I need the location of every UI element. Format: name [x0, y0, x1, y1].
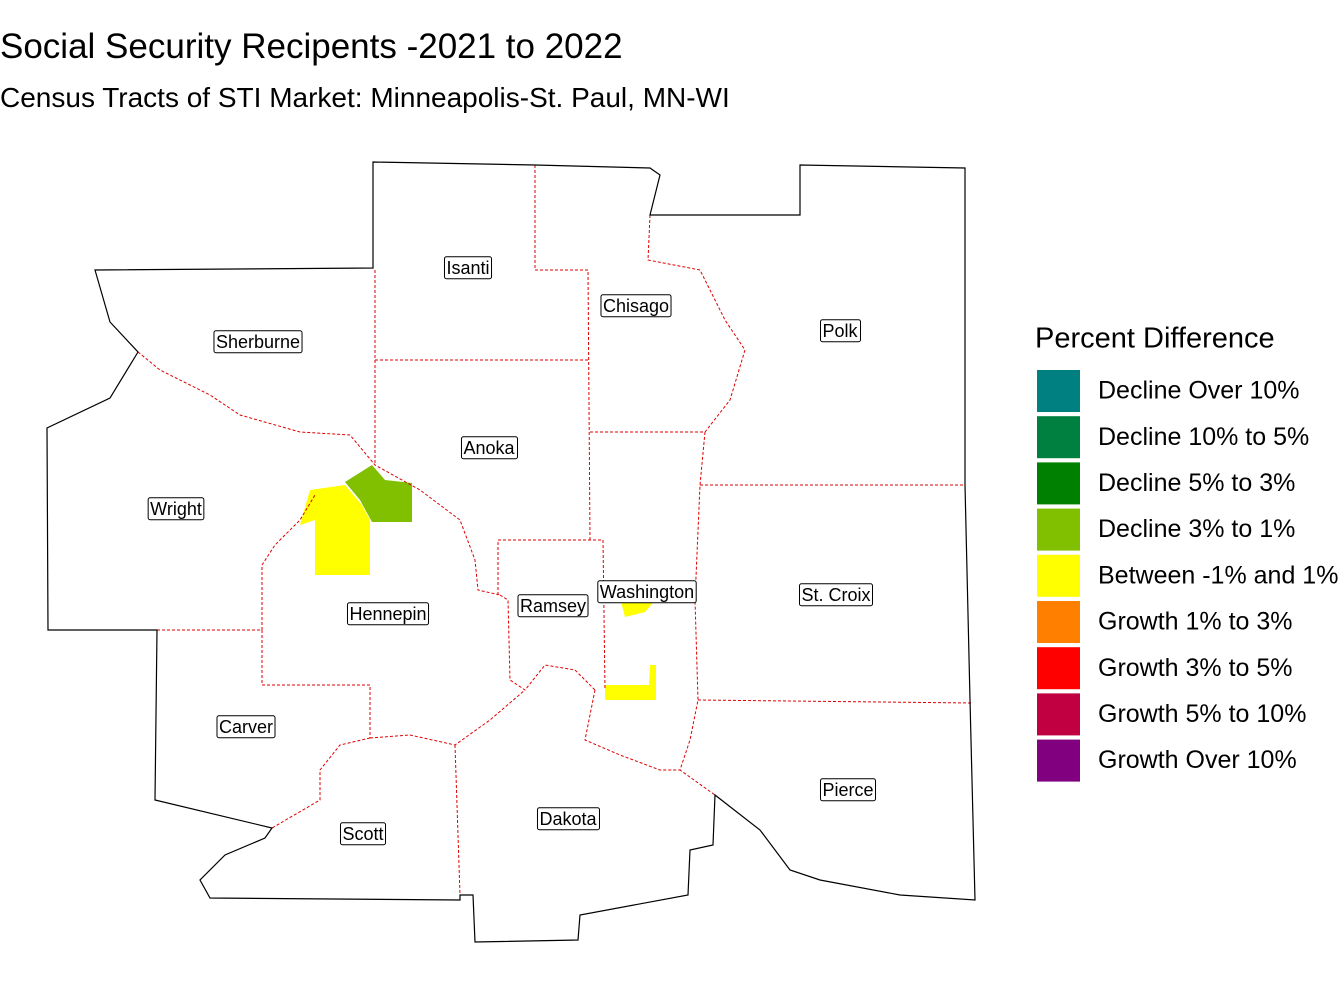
- label-box: [213, 330, 303, 354]
- county-label: Pierce: [822, 780, 873, 800]
- county-label: Dakota: [539, 809, 597, 829]
- county-label: Anoka: [463, 438, 515, 458]
- county-label: Wright: [150, 499, 202, 519]
- legend-label: Between -1% and 1%: [1098, 561, 1338, 589]
- legend-swatch: [1037, 647, 1080, 690]
- county-label: Scott: [342, 824, 383, 844]
- county-label: St. Croix: [801, 585, 870, 605]
- legend-label: Growth 3% to 5%: [1098, 654, 1293, 682]
- county-label: Chisago: [603, 296, 669, 316]
- label-box: [460, 436, 519, 460]
- legend-swatch: [1037, 554, 1080, 597]
- county-labels: Isanti Chisago Sherburne Polk Anoka Wright Hen…: [147, 256, 877, 846]
- legend-swatch: [1037, 739, 1080, 782]
- map-title: Social Security Recipents -2021 to 2022: [0, 27, 623, 66]
- label-box: [147, 497, 205, 521]
- label-box: [443, 256, 493, 280]
- label-box: [798, 583, 874, 607]
- tract: [345, 465, 412, 522]
- legend-label: Growth 5% to 10%: [1098, 700, 1306, 728]
- label-box: [339, 822, 387, 846]
- legend-label: Decline Over 10%: [1098, 377, 1299, 405]
- label-box: [517, 594, 589, 618]
- legend-swatch: [1037, 370, 1080, 412]
- legend-label: Growth 1% to 3%: [1098, 608, 1293, 636]
- tract: [605, 665, 656, 700]
- label-box: [346, 602, 430, 626]
- legend-label: Decline 10% to 5%: [1098, 423, 1309, 451]
- county-boundaries: [137, 165, 973, 896]
- legend-swatch: [1037, 416, 1080, 459]
- county-label: Sherburne: [216, 332, 300, 352]
- county-label: Ramsey: [520, 596, 586, 616]
- label-box: [216, 715, 276, 739]
- label-box: [597, 580, 697, 604]
- county-label: Isanti: [446, 258, 489, 278]
- tracts: [300, 465, 657, 700]
- legend: Decline Over 10% Decline 10% to 5% Decline…: [1037, 370, 1338, 782]
- label-box: [819, 319, 862, 343]
- map-subtitle: Census Tracts of STI Market: Minneapolis…: [0, 82, 730, 113]
- label-box: [819, 778, 877, 802]
- label-box: [536, 807, 600, 831]
- legend-swatch: [1037, 462, 1080, 505]
- legend-label: Decline 3% to 1%: [1098, 515, 1295, 543]
- legend-title: Percent Difference: [1035, 323, 1275, 355]
- county-label: Hennepin: [349, 604, 426, 624]
- legend-swatch: [1037, 601, 1080, 643]
- legend-swatch: [1037, 693, 1080, 736]
- legend-swatch: [1037, 508, 1080, 551]
- county-label: Carver: [219, 717, 273, 737]
- legend-label: Decline 5% to 3%: [1098, 469, 1295, 497]
- market-outline: [46, 161, 976, 943]
- county-label: Polk: [822, 321, 858, 341]
- label-box: [600, 294, 672, 318]
- tract: [300, 485, 370, 575]
- county-label: Washington: [600, 582, 694, 602]
- legend-label: Growth Over 10%: [1098, 746, 1297, 774]
